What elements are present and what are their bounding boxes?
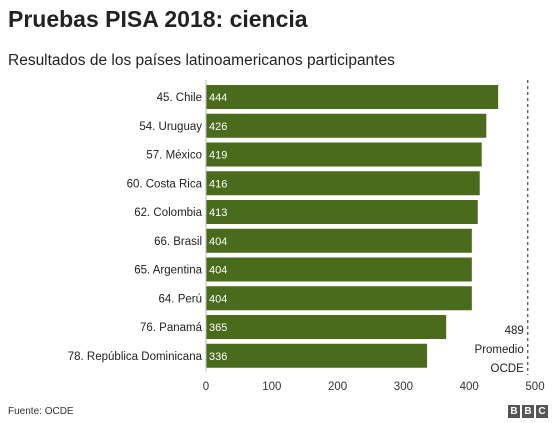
category-label-4: 62. Colombia	[134, 207, 202, 219]
x-tick-label-4: 400	[460, 381, 479, 393]
bar-value-label-9: 336	[209, 351, 227, 363]
bar-value-label-0: 444	[209, 92, 227, 104]
category-label-2: 57. México	[146, 150, 202, 162]
x-tick-label-0: 0	[203, 381, 209, 393]
oecd-average-label-2: OCDE	[491, 363, 525, 375]
bar-1	[206, 113, 487, 138]
x-tick-label-2: 200	[328, 381, 347, 393]
category-label-6: 65. Argentina	[134, 265, 202, 277]
category-label-7: 64. Perú	[159, 293, 202, 305]
oecd-average-label: Promedio	[475, 344, 524, 356]
category-label-5: 66. Brasil	[154, 236, 202, 248]
bar-value-label-8: 365	[209, 322, 227, 334]
bar-chart: 444 45. Chile 426 54. Uruguay 419 57. México 4…	[68, 80, 545, 393]
bar-4	[206, 200, 478, 224]
oecd-average-value: 489	[505, 325, 524, 337]
bar-value-label-7: 404	[209, 293, 227, 305]
x-tick-label-1: 100	[262, 381, 281, 393]
bar-value-label-6: 404	[209, 265, 227, 277]
bar-value-label-5: 404	[209, 236, 227, 248]
category-label-0: 45. Chile	[157, 92, 202, 104]
bar-3	[206, 171, 480, 196]
bar-value-label-4: 413	[209, 207, 227, 219]
category-label-8: 76. Panamá	[140, 322, 203, 334]
bar-0	[206, 85, 499, 109]
bar-9	[206, 343, 428, 368]
chart-subtitle: Resultados de los países latinoamericano…	[8, 52, 395, 69]
logo-letter-b2: B	[522, 405, 534, 418]
bar-7	[206, 286, 472, 311]
bar-6	[206, 257, 472, 282]
logo-letter-b1: B	[508, 405, 520, 418]
bbc-logo: B B C	[508, 405, 548, 418]
x-tick-label-5: 500	[525, 381, 544, 393]
category-label-1: 54. Uruguay	[139, 121, 202, 133]
bar-5	[206, 228, 472, 253]
bar-8	[206, 315, 447, 339]
chart-title: Pruebas PISA 2018: ciencia	[8, 6, 308, 32]
source-note: Fuente: OCDE	[8, 406, 74, 417]
category-label-9: 78. República Dominicana	[68, 351, 203, 363]
bar-2	[206, 142, 482, 167]
x-tick-label-3: 300	[394, 381, 413, 393]
bar-value-label-2: 419	[209, 150, 227, 162]
logo-letter-c: C	[536, 405, 548, 418]
category-label-3: 60. Costa Rica	[127, 178, 203, 190]
bar-value-label-3: 416	[209, 178, 227, 190]
bar-value-label-1: 426	[209, 121, 227, 133]
